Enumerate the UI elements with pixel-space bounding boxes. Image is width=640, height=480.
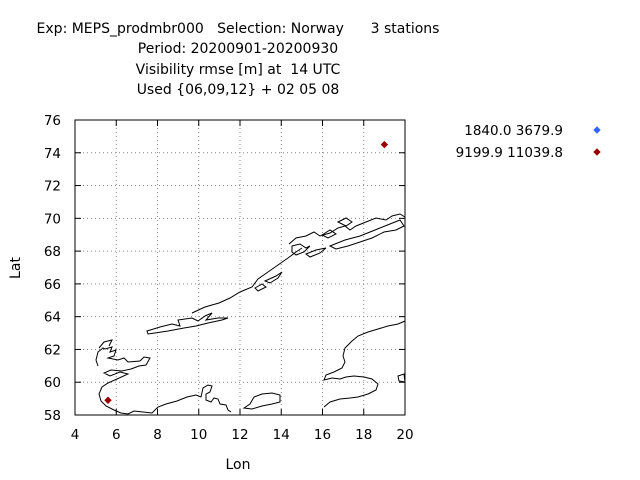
y-tick-label: 72 (44, 179, 61, 195)
x-tick-label: 8 (153, 427, 162, 443)
coastline-map (95, 213, 406, 415)
x-tick-label: 20 (396, 427, 413, 443)
data-point (104, 396, 112, 404)
y-tick-label: 70 (44, 211, 61, 227)
x-tick-label: 4 (71, 427, 80, 443)
y-tick-label: 66 (44, 277, 61, 293)
y-tick-label: 74 (44, 146, 61, 162)
x-axis-label: Lon (226, 457, 251, 473)
y-tick-label: 58 (44, 408, 61, 424)
y-axis-label: Lat (8, 257, 24, 279)
y-tick-label: 64 (44, 310, 61, 326)
y-tick-label: 76 (44, 113, 61, 129)
x-tick-label: 18 (355, 427, 372, 443)
chart-title-line-2: Period: 20200901-20200930 (137, 41, 339, 57)
legend: 1840.0 3679.9 9199.9 11039.8 (456, 123, 601, 161)
chart-title-line-4: Used {06,09,12} + 02 05 08 (136, 82, 340, 98)
tick-marks (74, 119, 406, 416)
y-tick-label: 62 (44, 342, 61, 358)
legend-marker (593, 148, 601, 156)
data-point (380, 140, 389, 149)
data-points (104, 140, 389, 404)
x-tick-label: 14 (273, 427, 290, 443)
x-tick-label: 6 (112, 427, 121, 443)
legend-label: 9199.9 11039.8 (456, 145, 563, 161)
chart-title-line-3: Visibility rmse [m] at 14 UTC (135, 62, 341, 78)
x-tick-label: 10 (190, 427, 207, 443)
x-tick-label: 16 (314, 427, 331, 443)
y-tick-label: 60 (44, 375, 61, 391)
x-tick-label: 12 (231, 427, 248, 443)
y-tick-label: 68 (44, 244, 61, 260)
legend-label: 1840.0 3679.9 (464, 123, 563, 139)
chart-title-line-1: Exp: MEPS_prodmbr000 Selection: Norway 3… (36, 21, 440, 37)
legend-marker (593, 126, 601, 134)
